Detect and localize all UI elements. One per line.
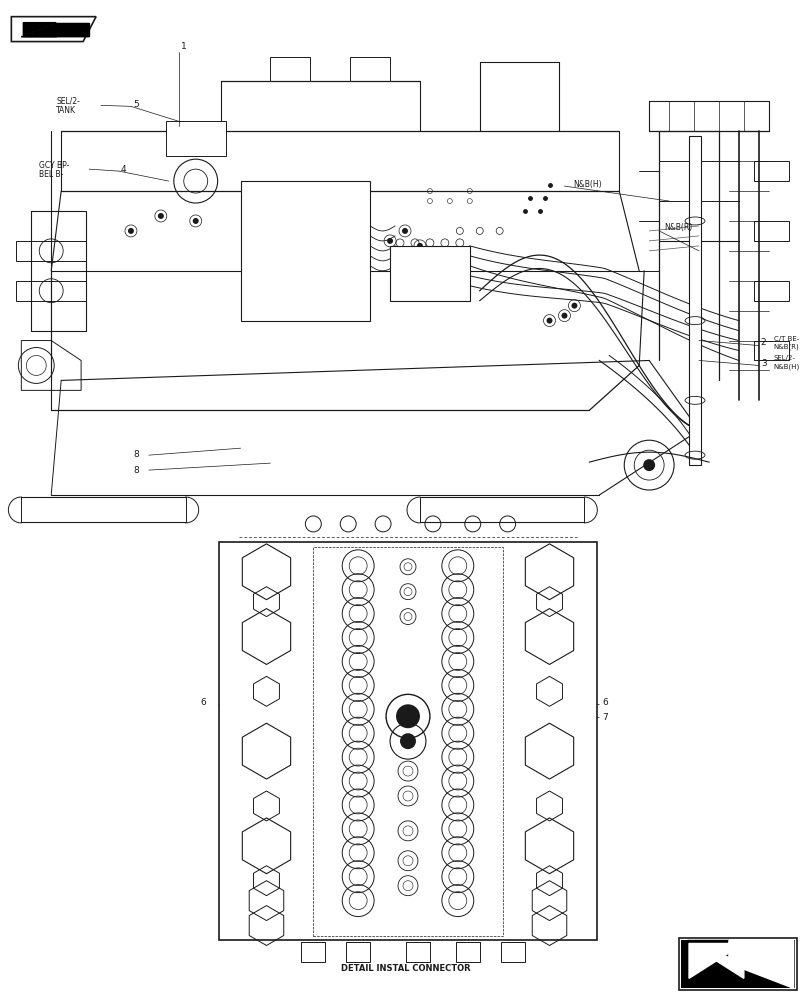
Text: N&B(H): N&B(H) [773, 363, 799, 370]
Polygon shape [24, 23, 89, 36]
Text: 7: 7 [602, 713, 607, 722]
Text: SEL/2-: SEL/2- [773, 355, 795, 361]
Bar [313, 547, 502, 936]
Polygon shape [686, 940, 792, 986]
Text: 5: 5 [133, 100, 139, 109]
Polygon shape [11, 17, 96, 42]
Text: TANK: TANK [56, 106, 76, 115]
Text: GCY BP-: GCY BP- [39, 161, 70, 170]
Bar [345, 942, 370, 962]
Polygon shape [21, 24, 89, 37]
Polygon shape [19, 22, 86, 35]
Polygon shape [689, 943, 743, 978]
Text: 4: 4 [121, 165, 127, 174]
Polygon shape [24, 23, 56, 36]
Bar [678, 938, 796, 990]
Circle shape [546, 318, 551, 324]
Text: DETAIL INSTAL CONNECTOR: DETAIL INSTAL CONNECTOR [341, 964, 470, 973]
Circle shape [401, 228, 407, 234]
Polygon shape [728, 940, 792, 988]
Text: N&B(R): N&B(R) [663, 223, 692, 232]
Circle shape [560, 313, 567, 319]
Text: 1: 1 [181, 42, 187, 51]
Circle shape [417, 243, 423, 249]
Circle shape [571, 303, 577, 309]
Polygon shape [240, 181, 370, 321]
Bar [680, 940, 794, 988]
Bar [218, 542, 597, 940]
Bar [689, 136, 700, 465]
Bar [753, 221, 787, 241]
Text: BEL B-: BEL B- [39, 170, 63, 179]
Text: 2: 2 [760, 338, 766, 347]
Circle shape [387, 238, 393, 244]
Circle shape [400, 733, 415, 749]
Bar [389, 246, 470, 301]
Text: C/T BE-: C/T BE- [773, 336, 798, 342]
Circle shape [157, 213, 164, 219]
Text: SEL/2-: SEL/2- [56, 97, 80, 106]
Text: 3: 3 [760, 359, 766, 368]
Bar [753, 281, 787, 301]
Text: N&B(R): N&B(R) [773, 343, 799, 350]
Circle shape [642, 459, 654, 471]
Bar [753, 341, 787, 360]
Circle shape [192, 218, 199, 224]
Bar [455, 942, 479, 962]
Bar [500, 942, 524, 962]
Polygon shape [689, 943, 787, 983]
Text: N&B(H): N&B(H) [573, 180, 601, 189]
Text: 8: 8 [133, 466, 139, 475]
Bar [406, 942, 429, 962]
Text: 8: 8 [133, 450, 139, 459]
Bar [301, 942, 325, 962]
Polygon shape [689, 943, 787, 978]
Bar [350, 57, 389, 81]
Bar [165, 121, 225, 156]
Bar [270, 57, 310, 81]
Bar [753, 161, 787, 181]
Circle shape [128, 228, 134, 234]
Text: 6: 6 [602, 698, 607, 707]
Circle shape [396, 704, 419, 728]
Text: 6: 6 [200, 698, 206, 707]
